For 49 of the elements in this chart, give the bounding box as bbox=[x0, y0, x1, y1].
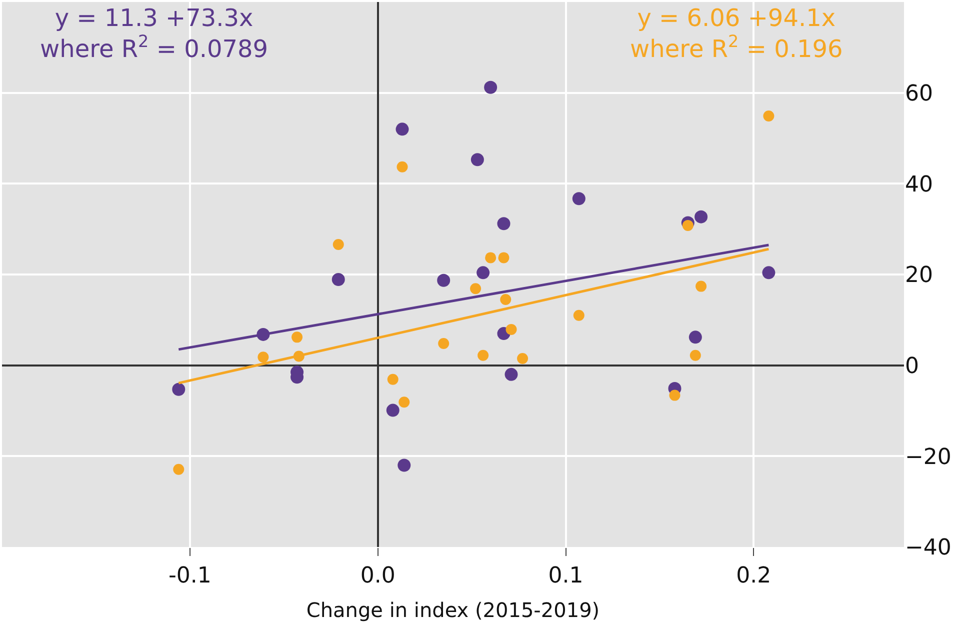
point bbox=[484, 80, 498, 94]
point bbox=[386, 404, 400, 417]
point bbox=[500, 294, 512, 305]
x-tick-label: 0.0 bbox=[360, 563, 396, 588]
point bbox=[332, 273, 345, 286]
point bbox=[470, 283, 482, 294]
point bbox=[688, 330, 702, 344]
y-tick-label: 0 bbox=[905, 354, 919, 380]
x-tick-label: 0.2 bbox=[736, 563, 772, 588]
point bbox=[398, 458, 411, 472]
point bbox=[573, 310, 584, 321]
point bbox=[696, 280, 707, 292]
point bbox=[498, 252, 510, 264]
annotation: y = 6.06 +94.1x where R$^{2}$ = 0.196 bbox=[630, 4, 843, 64]
y-tick-label: 20 bbox=[905, 263, 933, 288]
y-tick-label: −40 bbox=[905, 536, 952, 561]
point bbox=[517, 353, 528, 364]
point bbox=[258, 352, 269, 363]
point bbox=[762, 266, 776, 280]
point bbox=[437, 274, 450, 287]
annotation: y = 11.3 +73.3x where R$^{2}$ = 0.0789 bbox=[40, 4, 268, 64]
point bbox=[396, 161, 408, 172]
point bbox=[572, 192, 586, 206]
y-tick-label: 60 bbox=[905, 82, 933, 107]
point bbox=[396, 122, 409, 136]
point bbox=[476, 266, 490, 280]
point bbox=[332, 239, 344, 250]
point bbox=[470, 153, 484, 166]
point bbox=[387, 374, 398, 385]
point bbox=[478, 350, 489, 361]
x-tick-label: -0.1 bbox=[168, 563, 212, 588]
y-tick-label: 40 bbox=[905, 172, 933, 198]
point bbox=[690, 350, 701, 361]
point bbox=[292, 332, 303, 343]
point bbox=[172, 382, 186, 396]
x-tick-label: 0.1 bbox=[548, 563, 584, 588]
point bbox=[669, 390, 680, 401]
point bbox=[506, 324, 517, 335]
point bbox=[497, 217, 510, 230]
x-axis-title: Change in index (2015-2019) bbox=[306, 598, 600, 622]
point bbox=[438, 338, 450, 350]
point bbox=[694, 210, 708, 224]
point bbox=[682, 220, 694, 231]
point bbox=[398, 396, 410, 408]
y-tick-label: −20 bbox=[905, 444, 952, 470]
point bbox=[763, 110, 774, 122]
point bbox=[173, 464, 184, 475]
point bbox=[504, 368, 518, 381]
point bbox=[485, 252, 496, 264]
